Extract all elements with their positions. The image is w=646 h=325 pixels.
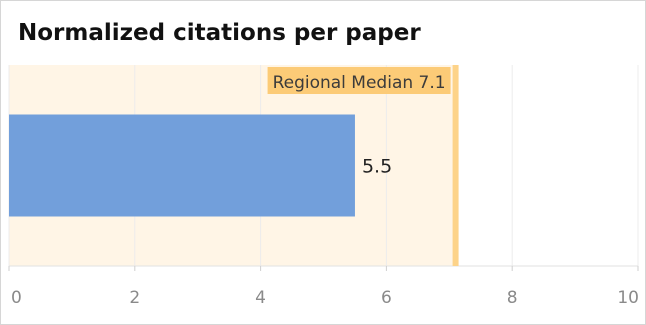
x-tick-label-4: 8	[507, 288, 518, 308]
x-tick-label-1: 2	[129, 288, 140, 308]
chart-title: Normalized citations per paper	[18, 20, 421, 46]
bar-0	[9, 114, 355, 217]
bar-value-label-0: 5.5	[362, 156, 392, 178]
x-tick-label-5: 10	[617, 288, 639, 308]
x-tick-label-2: 4	[255, 288, 266, 308]
reference-label: Regional Median 7.1	[273, 73, 446, 93]
x-tick-label-3: 6	[381, 288, 392, 308]
reference-label-background	[267, 67, 451, 94]
x-tick-label-0: 0	[11, 288, 22, 308]
